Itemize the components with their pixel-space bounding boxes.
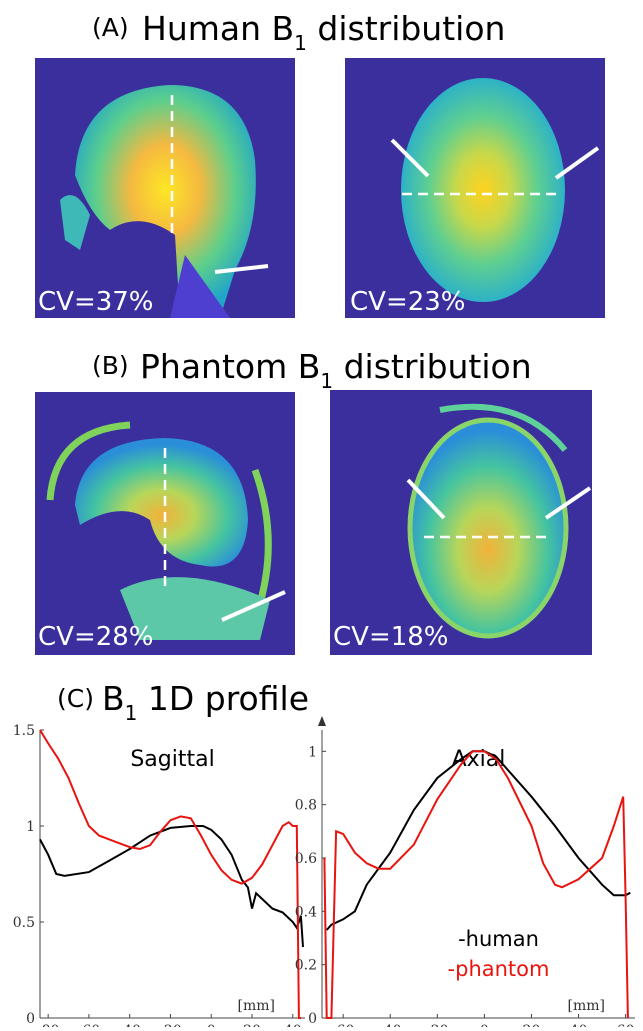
title-text: 1D profile bbox=[137, 679, 309, 718]
panel-label: (B) bbox=[92, 351, 129, 380]
title-subscript: 1 bbox=[125, 701, 138, 725]
chart-title: Sagittal bbox=[130, 747, 214, 772]
title-text: distribution bbox=[307, 9, 506, 48]
x-tick-label: 20 bbox=[523, 1023, 541, 1027]
axial-human-map: CV=23% bbox=[345, 58, 605, 318]
y-tick-label: 0 bbox=[26, 1011, 35, 1027]
axis-arrow bbox=[318, 716, 326, 726]
title-text: distribution bbox=[333, 347, 532, 386]
y-tick-label: 0.2 bbox=[295, 958, 317, 974]
panel-title: Phantom B1 distribution bbox=[140, 347, 532, 393]
series-line bbox=[40, 826, 303, 947]
panel-label: (A) bbox=[92, 13, 129, 42]
cv-label: CV=28% bbox=[38, 622, 154, 652]
unit-annotation: [mm] bbox=[568, 998, 605, 1014]
cv-label: CV=37% bbox=[38, 287, 154, 317]
panel-a-title: (A) Human B1 distribution bbox=[92, 9, 505, 55]
y-tick-label: 0.6 bbox=[295, 851, 317, 867]
panel-label: (C) bbox=[57, 684, 94, 713]
title-text: B bbox=[102, 679, 125, 718]
sagittal-phantom-map: CV=28% bbox=[35, 392, 295, 655]
y-tick-label: 1.5 bbox=[13, 723, 35, 739]
y-tick-label: 0.8 bbox=[295, 798, 317, 814]
y-tick-label: 0 bbox=[308, 1011, 317, 1027]
y-tick-label: 1 bbox=[26, 819, 35, 835]
x-tick-label: -20 bbox=[159, 1023, 182, 1027]
panel-title: B1 1D profile bbox=[102, 679, 309, 725]
unit-annotation: [mm] bbox=[238, 998, 275, 1014]
x-tick-label: 20 bbox=[243, 1023, 261, 1027]
sagittal-human-map: CV=37% bbox=[35, 58, 295, 318]
x-tick-label: 0 bbox=[207, 1023, 216, 1027]
y-tick-label: 0.5 bbox=[13, 915, 35, 931]
x-tick-label: -60 bbox=[78, 1023, 101, 1027]
x-tick-label: -40 bbox=[379, 1023, 402, 1027]
x-tick-label: -20 bbox=[426, 1023, 449, 1027]
cv-label: CV=23% bbox=[350, 287, 466, 317]
x-tick-label: -80 bbox=[37, 1023, 60, 1027]
figure: (A) Human B1 distribution CV=37% CV=23% … bbox=[0, 0, 643, 1027]
x-tick-label: -60 bbox=[332, 1023, 355, 1027]
title-subscript: 1 bbox=[320, 369, 333, 393]
x-tick-label: 40 bbox=[284, 1023, 302, 1027]
y-tick-label: 0.4 bbox=[295, 904, 317, 920]
x-tick-label: 60 bbox=[617, 1023, 635, 1027]
axial-phantom-map: CV=18% bbox=[330, 390, 592, 655]
legend-entry: -human bbox=[458, 927, 539, 951]
x-tick-label: 0 bbox=[480, 1023, 489, 1027]
y-tick-label: 1 bbox=[308, 744, 317, 760]
legend-entry: -phantom bbox=[448, 957, 550, 981]
title-subscript: 1 bbox=[294, 31, 307, 55]
panel-b-title: (B) Phantom B1 distribution bbox=[92, 347, 532, 393]
title-text: Human B bbox=[142, 9, 294, 48]
charts: 0 0.5 1 1.5 -80 -60 -40 -20 0 20 40 Sagittal [mm] 0 0.… bbox=[13, 716, 635, 1027]
cv-label: CV=18% bbox=[333, 622, 449, 652]
series-line bbox=[327, 751, 631, 930]
panel-c-title: (C) B1 1D profile bbox=[57, 679, 309, 725]
panel-title: Human B1 distribution bbox=[142, 9, 505, 55]
x-tick-label: 40 bbox=[570, 1023, 588, 1027]
x-tick-label: -40 bbox=[118, 1023, 141, 1027]
title-text: Phantom B bbox=[140, 347, 320, 386]
